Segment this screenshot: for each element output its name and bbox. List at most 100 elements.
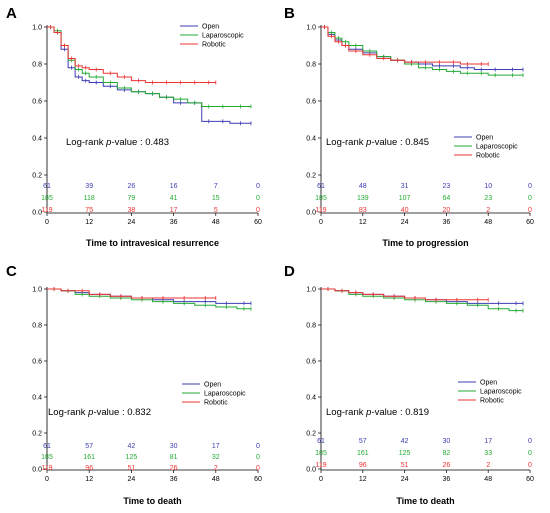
risk-count-open: 57 bbox=[359, 438, 367, 445]
logrank-value: -value : 0.832 bbox=[93, 407, 151, 418]
legend: Open Laparoscopic Robotic bbox=[180, 24, 244, 49]
x-tick-label: 0 bbox=[45, 219, 49, 226]
y-tick-label: 1.0 bbox=[32, 25, 42, 32]
logrank-value: -value : 0.819 bbox=[371, 407, 429, 418]
x-tick-label: 24 bbox=[128, 476, 136, 483]
risk-count-laparoscopic: 125 bbox=[399, 450, 411, 457]
risk-count-robotic: 26 bbox=[443, 462, 451, 469]
risk-count-open: 17 bbox=[212, 443, 220, 450]
x-tick-label: 36 bbox=[170, 219, 178, 226]
x-tick-label: 0 bbox=[319, 476, 323, 483]
panel-letter: A bbox=[6, 5, 17, 22]
y-tick-label: 0.4 bbox=[32, 395, 42, 402]
legend-label-laparoscopic: Laparoscopic bbox=[204, 391, 246, 398]
risk-count-laparoscopic: 33 bbox=[484, 450, 492, 457]
panel-letter: B bbox=[284, 5, 295, 22]
risk-count-laparoscopic: 161 bbox=[357, 450, 369, 457]
risk-count-open: 31 bbox=[401, 183, 409, 190]
logrank-p: p bbox=[365, 407, 371, 418]
x-tick-label: 12 bbox=[85, 476, 93, 483]
risk-count-laparoscopic: 118 bbox=[84, 195, 95, 202]
risk-count-robotic: 38 bbox=[128, 207, 136, 214]
risk-count-robotic: 96 bbox=[85, 465, 93, 472]
risk-count-laparoscopic: 41 bbox=[170, 195, 178, 202]
logrank-annotation: Log-rank p-value : 0.483 bbox=[66, 137, 169, 148]
y-tick-label: 1.0 bbox=[306, 25, 316, 32]
risk-count-robotic: 119 bbox=[41, 465, 52, 472]
y-tick-label: 0.6 bbox=[306, 359, 316, 366]
risk-count-robotic: 119 bbox=[41, 207, 52, 214]
legend-label-open: Open bbox=[476, 135, 493, 142]
x-tick-label: 36 bbox=[170, 476, 178, 483]
risk-count-laparoscopic: 0 bbox=[256, 195, 260, 202]
risk-count-robotic: 17 bbox=[170, 207, 178, 214]
risk-count-robotic: 83 bbox=[359, 207, 367, 214]
risk-count-laparoscopic: 185 bbox=[41, 454, 53, 461]
legend: Open Laparoscopic Robotic bbox=[458, 380, 522, 405]
logrank-annotation: Log-rank p-value : 0.832 bbox=[48, 407, 151, 418]
legend-label-robotic: Robotic bbox=[480, 398, 504, 405]
legend: Open Laparoscopic Robotic bbox=[182, 382, 246, 407]
x-tick-label: 12 bbox=[359, 219, 367, 226]
x-tick-label: 48 bbox=[212, 476, 220, 483]
x-tick-label: 24 bbox=[401, 476, 409, 483]
survival-curve-robotic bbox=[321, 26, 489, 65]
risk-count-laparoscopic: 81 bbox=[170, 454, 178, 461]
y-tick-label: 0.2 bbox=[32, 173, 42, 180]
y-tick-label: 0.8 bbox=[306, 323, 316, 330]
survival-curve-open bbox=[321, 26, 524, 71]
risk-count-open: 39 bbox=[85, 183, 93, 190]
risk-count-open: 61 bbox=[43, 443, 51, 450]
risk-count-robotic: 40 bbox=[401, 207, 409, 214]
y-tick-label: 0.2 bbox=[306, 173, 316, 180]
x-axis-label: Time to progression bbox=[382, 238, 468, 248]
risk-count-robotic: 0 bbox=[256, 465, 260, 472]
x-axis-label: Time to death bbox=[396, 496, 454, 506]
y-tick-label: 0.4 bbox=[306, 136, 316, 143]
risk-count-laparoscopic: 185 bbox=[41, 195, 53, 202]
risk-count-open: 30 bbox=[443, 438, 451, 445]
risk-count-open: 26 bbox=[128, 183, 136, 190]
risk-count-robotic: 0 bbox=[256, 207, 260, 214]
x-tick-label: 36 bbox=[443, 219, 451, 226]
panel-d: D 0.0 0.2 0.4 0.6 0.8 1.0 0 12 24 36 48 60 Time to de… bbox=[284, 263, 534, 506]
logrank-p: p bbox=[87, 407, 93, 418]
risk-count-robotic: 0 bbox=[528, 207, 532, 214]
logrank-prefix: Log-rank bbox=[66, 137, 106, 148]
legend-label-open: Open bbox=[204, 382, 221, 389]
y-tick-label: 0.8 bbox=[306, 62, 316, 69]
risk-count-open: 57 bbox=[85, 443, 93, 450]
risk-count-laparoscopic: 185 bbox=[315, 450, 327, 457]
legend-label-robotic: Robotic bbox=[204, 400, 228, 407]
x-tick-label: 24 bbox=[128, 219, 136, 226]
logrank-value: -value : 0.483 bbox=[111, 137, 169, 148]
survival-curve-laparoscopic bbox=[47, 288, 251, 310]
risk-count-open: 17 bbox=[484, 438, 492, 445]
risk-count-laparoscopic: 79 bbox=[128, 195, 136, 202]
y-tick-label: 0.0 bbox=[306, 467, 316, 474]
legend-label-laparoscopic: Laparoscopic bbox=[202, 33, 244, 40]
panel-letter: D bbox=[284, 263, 295, 280]
risk-count-robotic: 119 bbox=[315, 462, 326, 469]
risk-count-laparoscopic: 0 bbox=[256, 454, 260, 461]
risk-count-laparoscopic: 32 bbox=[212, 454, 220, 461]
risk-count-open: 61 bbox=[317, 183, 325, 190]
logrank-prefix: Log-rank bbox=[326, 137, 366, 148]
x-axis-label: Time to intravesical resurrence bbox=[86, 238, 219, 248]
x-tick-label: 0 bbox=[45, 476, 49, 483]
risk-count-laparoscopic: 185 bbox=[315, 195, 327, 202]
survival-curve-robotic bbox=[47, 288, 216, 299]
y-tick-label: 0.6 bbox=[306, 99, 316, 106]
legend-label-open: Open bbox=[480, 380, 497, 387]
risk-count-robotic: 51 bbox=[401, 462, 409, 469]
risk-count-laparoscopic: 0 bbox=[528, 450, 532, 457]
x-tick-label: 48 bbox=[484, 476, 492, 483]
risk-count-open: 0 bbox=[528, 438, 532, 445]
risk-count-open: 42 bbox=[128, 443, 136, 450]
panel-a: A 0.0 0.2 0.4 0.6 0.8 1.0 0 12 24 36 48 60 Time to in… bbox=[6, 5, 262, 248]
logrank-prefix: Log-rank bbox=[326, 407, 366, 418]
y-tick-label: 0.8 bbox=[32, 323, 42, 330]
risk-count-open: 7 bbox=[214, 183, 218, 190]
risk-count-robotic: 2 bbox=[486, 207, 490, 214]
